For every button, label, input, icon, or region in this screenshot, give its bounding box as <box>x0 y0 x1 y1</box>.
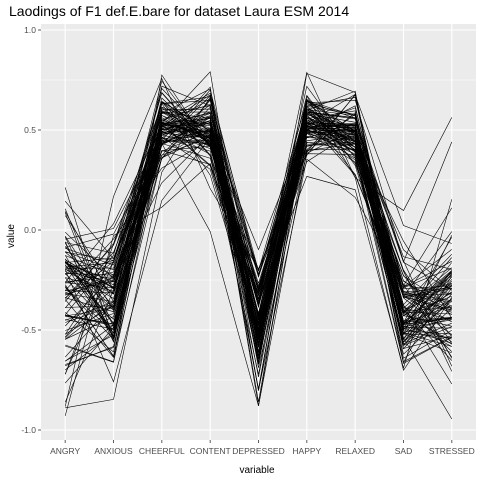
y-tick-label: 0.5 <box>24 125 36 135</box>
chart-title: Laodings of F1 def.E.bare for dataset La… <box>9 3 349 19</box>
y-axis-label: value <box>6 224 17 248</box>
x-axis-label: variable <box>239 465 274 476</box>
series-line <box>65 111 452 329</box>
x-tick-label: DEPRESSED <box>232 446 284 456</box>
series-line <box>65 92 452 336</box>
y-tick-label: -0.5 <box>21 325 36 335</box>
series-lines <box>64 71 453 420</box>
series-line <box>65 101 452 359</box>
series-line <box>64 112 452 341</box>
x-tick-label: ANXIOUS <box>94 446 133 456</box>
y-axis: -1.0 -0.5 0.0 0.5 1.0 <box>21 25 41 435</box>
series-line <box>64 92 453 340</box>
series-line <box>64 101 452 375</box>
series-line <box>64 122 452 343</box>
x-tick-label: HAPPY <box>292 446 321 456</box>
y-tick-label: -1.0 <box>21 425 36 435</box>
x-tick-label: STRESSED <box>429 446 475 456</box>
series-line <box>64 71 452 360</box>
y-tick-label: 0.0 <box>24 225 36 235</box>
series-line <box>64 85 453 345</box>
x-tick-label: SAD <box>395 446 412 456</box>
x-tick-label: CHEERFUL <box>139 446 185 456</box>
x-tick-label: CONTENT <box>190 446 231 456</box>
series-line <box>65 100 453 367</box>
x-axis: ANGRY ANXIOUS CHEERFUL CONTENT DEPRESSED HAPP… <box>50 440 475 456</box>
series-line <box>65 111 452 330</box>
x-tick-label: RELAXED <box>335 446 375 456</box>
x-tick-label: ANGRY <box>50 446 80 456</box>
y-tick-label: 1.0 <box>24 25 36 35</box>
series-line <box>64 98 452 357</box>
series-line <box>64 127 452 338</box>
grid <box>41 24 476 440</box>
